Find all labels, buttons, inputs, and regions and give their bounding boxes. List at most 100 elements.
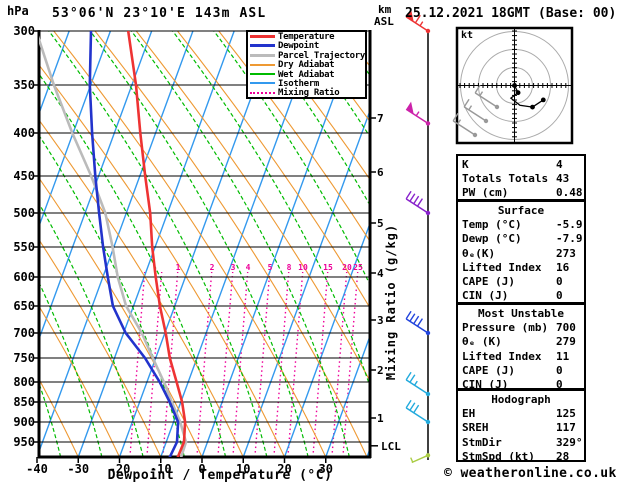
stats-row: SREH 117: [458, 421, 584, 435]
stat-label: PW (cm): [462, 186, 509, 200]
legend-item-label: Wet Adiabat: [278, 69, 335, 80]
pressure-axis-unit: hPa: [7, 4, 29, 18]
mixing-ratio-value: 15: [323, 263, 333, 272]
stats-most-unstable-box: Most Unstable Pressure (mb) 700 θₑ (K) 279 L…: [456, 303, 586, 392]
copyright-credit: © weatheronline.co.uk: [444, 466, 617, 481]
stats-row: CIN (J) 0: [458, 378, 584, 392]
legend-item-label: Isotherm: [278, 78, 319, 89]
legend-swatch-thin: [250, 63, 275, 66]
stat-label: EH: [462, 407, 476, 421]
stat-value: 273: [556, 246, 576, 260]
hodograph-box-title: Hodograph: [491, 393, 551, 406]
stat-value: -5.9: [556, 218, 583, 232]
stats-row: Lifted Index 11: [458, 350, 584, 364]
pressure-tick-label: 750: [13, 351, 35, 365]
stat-value: -7.9: [556, 232, 583, 246]
legend-item-label: Mixing Ratio: [278, 88, 340, 99]
mixing-ratio-value: 8: [286, 263, 292, 272]
height-tick-label: 7: [377, 112, 384, 125]
height-tick-label: 1: [377, 412, 384, 425]
pressure-tick-label: 550: [13, 240, 35, 254]
pressure-tick-label: 450: [13, 169, 35, 183]
mixing-ratio-value: 4: [245, 263, 251, 272]
curve-temperature: [126, 31, 187, 457]
lcl-label: LCL: [381, 440, 401, 453]
stat-value: 4: [556, 158, 563, 171]
temperature-tick-label: 0: [198, 462, 206, 476]
surface-box-title: Surface: [497, 204, 545, 217]
temperature-tick-label: 10: [236, 462, 251, 476]
wind-barb-column: [405, 9, 431, 464]
pressure-tick-label: 650: [13, 299, 35, 313]
stat-value: 125: [556, 407, 576, 421]
height-tick-label: 6: [377, 166, 384, 179]
legend: Temperature Dewpoint Parcel Trajectory Dry …: [246, 30, 367, 99]
datetime-label: 25.12.2021 18GMT (Base: 00): [405, 6, 617, 21]
height-axis-unit-km: km: [378, 3, 392, 16]
stats-row: Dewp (°C) -7.9: [458, 232, 584, 246]
legend-swatch-thin: [250, 73, 275, 76]
stats-row: Pressure (mb) 700: [458, 321, 584, 335]
pressure-tick-label: 950: [13, 435, 35, 449]
legend-item-label: Parcel Trajectory: [278, 50, 366, 61]
pressure-tick-label: 600: [13, 270, 35, 284]
legend-item: Isotherm: [250, 78, 365, 89]
pressure-tick-label: 500: [13, 206, 35, 220]
stat-label: CAPE (J): [462, 363, 515, 377]
mixing-ratio-value: 2: [209, 263, 215, 272]
stat-value: 279: [556, 335, 576, 349]
stat-value: 0: [556, 363, 563, 377]
sounding-curves: [39, 31, 188, 457]
temperature-tick-label: 30: [318, 462, 333, 476]
legend-swatch-thin: [250, 82, 275, 85]
stats-row: Temp (°C) -5.9: [458, 218, 584, 232]
stats-row: StmSpd (kt) 28: [458, 450, 584, 464]
temperature-tick-label: -30: [67, 462, 90, 476]
height-tick-label: 3: [377, 314, 384, 327]
temperature-axis-label: Dewpoint / Temperature (°C): [107, 468, 333, 483]
legend-swatch-dotted: [250, 91, 275, 94]
stat-label: Temp (°C): [462, 218, 522, 232]
stat-value: 329°: [556, 435, 583, 449]
stat-value: 0.48: [556, 186, 583, 200]
stats-row: Lifted Index 16: [458, 261, 584, 275]
stat-value: 16: [556, 260, 570, 274]
legend-swatch-thick: [250, 53, 275, 57]
stats-row: CIN (J) 0: [458, 289, 584, 303]
stats-indices-box: K 4 Totals Totals 43 PW (cm) 0.48: [456, 154, 586, 201]
temperature-tick-label: -10: [149, 462, 172, 476]
pressure-tick-label: 350: [13, 78, 35, 92]
stats-row: Totals Totals 43: [458, 172, 584, 186]
height-tick-label: 2: [377, 364, 384, 377]
curve-parcel-trajectory: [39, 35, 188, 457]
legend-swatch-thick: [250, 35, 275, 38]
stats-row: θₑ(K) 273: [458, 247, 584, 261]
stat-label: StmSpd (kt): [462, 449, 535, 463]
pressure-gridlines: [33, 30, 378, 463]
stats-hodograph-box: Hodograph EH 125 SREH 117 StmDir 329° StmSpd (…: [456, 389, 586, 464]
stat-label: Lifted Index: [462, 349, 542, 363]
height-tick-label: 5: [377, 217, 384, 230]
pressure-tick-label: 300: [13, 24, 35, 38]
legend-item-label: Dewpoint: [278, 41, 319, 52]
stat-label: θₑ(K): [462, 246, 496, 260]
stat-label: SREH: [462, 421, 489, 435]
pressure-tick-label: 800: [13, 375, 35, 389]
temperature-tick-label: -20: [108, 462, 131, 476]
stat-value: 0: [556, 289, 563, 303]
legend-item: Dewpoint: [250, 42, 365, 51]
stat-value: 0: [556, 377, 563, 391]
mixing-ratio-value: 25: [353, 263, 363, 272]
temperature-tick-label: -40: [26, 462, 48, 476]
legend-item-label: Dry Adiabat: [278, 60, 335, 71]
stat-label: Totals Totals: [462, 172, 549, 186]
legend-item-label: Temperature: [278, 32, 335, 42]
hodograph-unit-label: kt: [461, 30, 474, 41]
stats-row: PW (cm) 0.48: [458, 186, 584, 200]
stats-row: EH 125: [458, 407, 584, 421]
stats-row: CAPE (J) 0: [458, 364, 584, 378]
mixing-ratio-value: 3: [230, 263, 236, 272]
mixing-ratio-value: 1: [175, 263, 181, 272]
mixing-ratio-value: 10: [298, 263, 308, 272]
